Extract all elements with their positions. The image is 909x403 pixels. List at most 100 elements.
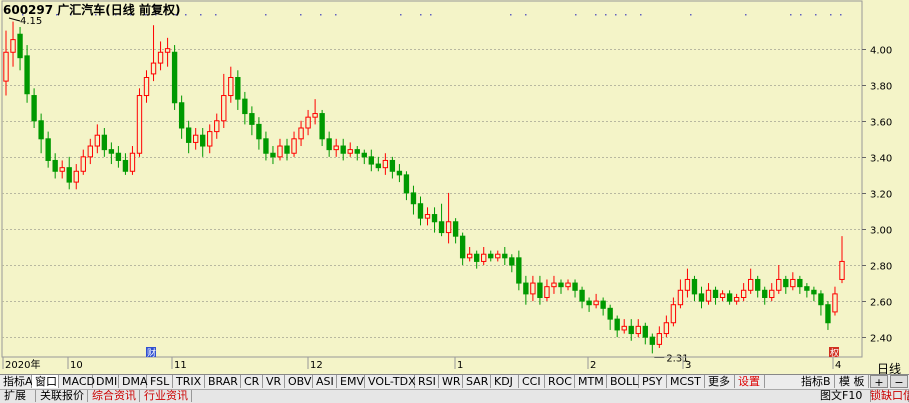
candle-body [839, 260, 845, 280]
candle-body [375, 163, 382, 169]
indicator-tab[interactable]: 更多 [705, 375, 735, 388]
y-tick-label: 2.40 [870, 334, 892, 345]
candle-body [256, 123, 262, 140]
indicator-tab[interactable]: MTM [575, 375, 607, 388]
high-annotation: 4.15 [20, 16, 42, 27]
indicator-tab[interactable]: WR [439, 375, 463, 388]
indicator-tab[interactable]: DMI [93, 375, 119, 388]
indicator-tab[interactable]: ASI [313, 375, 337, 388]
candle-body [698, 293, 705, 302]
candle [115, 146, 122, 168]
zoom-in-button[interactable]: + [870, 375, 888, 389]
candle [452, 218, 459, 244]
candle-body [740, 289, 747, 298]
event-dot [745, 14, 747, 16]
candle [52, 153, 58, 179]
candle [270, 146, 276, 165]
indicator-tab[interactable]: BOLL [607, 375, 639, 388]
candle-body [389, 159, 396, 172]
candle [698, 286, 705, 309]
candle-body [663, 322, 670, 335]
candle [691, 275, 698, 302]
candle-body [66, 167, 72, 183]
event-dot [95, 14, 97, 16]
f10-tab[interactable]: 图文F10 [816, 390, 871, 402]
info-tab[interactable]: 综合资讯 [88, 390, 140, 402]
indicator-tab[interactable]: EMV [337, 375, 365, 388]
event-dot [575, 14, 577, 16]
candle [87, 138, 93, 165]
event-dot [420, 14, 422, 16]
indicator-tab[interactable]: 指标A [0, 375, 33, 388]
indicator-tab[interactable]: TRIX [173, 375, 205, 388]
indicator-tab[interactable]: BRAR [205, 375, 241, 388]
candle [811, 286, 817, 302]
event-dot [815, 14, 817, 16]
indicator-tab[interactable]: RSI [415, 375, 439, 388]
candle [410, 185, 417, 215]
info-tab[interactable]: 扩展 [0, 390, 36, 402]
candle [382, 153, 389, 175]
indicator-tab[interactable]: CCI [519, 375, 545, 388]
candle-body [424, 214, 431, 219]
candle-body [354, 149, 360, 154]
event-dot [200, 14, 202, 16]
candle [108, 142, 115, 165]
candle [368, 149, 374, 172]
candle-body [811, 289, 817, 295]
indicator-tab[interactable]: FSL [147, 375, 173, 388]
candle-body [544, 286, 550, 298]
candle [228, 66, 234, 103]
indicator-b-tab[interactable]: 指标B [798, 375, 835, 388]
indicator-tab[interactable]: DMA [119, 375, 148, 388]
indicator-tab[interactable]: PSY [639, 375, 667, 388]
candle [284, 138, 290, 161]
candle [298, 120, 304, 147]
candles [3, 21, 845, 354]
zoom-out-button[interactable]: − [890, 375, 908, 389]
candle [10, 21, 16, 67]
candle [164, 37, 171, 67]
x-tick-label: 3 [685, 360, 691, 371]
candle-body [52, 159, 58, 172]
candle-body [677, 289, 684, 306]
period-label[interactable]: 日线 [876, 362, 901, 376]
candle-body [150, 62, 157, 75]
candle-body [832, 293, 838, 313]
indicator-tab[interactable]: OBV [285, 375, 313, 388]
candle [839, 236, 845, 284]
indicator-tab[interactable]: MCST [667, 375, 705, 388]
candlestick-chart[interactable]: 4.00 3.80 3.60 3.40 3.20 3.00 2.80 2.60 2.40 4.15… [0, 0, 909, 374]
indicator-tab[interactable]: SAR [463, 375, 491, 388]
indicator-tab[interactable]: ROC [545, 375, 575, 388]
candle [59, 160, 65, 179]
event-dot [215, 14, 217, 16]
template-tab[interactable]: 模 板 [836, 375, 869, 388]
indicator-tab[interactable]: VOL-TDX [365, 375, 416, 388]
candle [586, 297, 592, 312]
candle-body [712, 289, 719, 298]
lock-gap-tab[interactable]: 锁缺口信 [866, 390, 909, 402]
indicator-tab[interactable]: CR [241, 375, 263, 388]
indicator-tab[interactable]: 设置 [735, 375, 765, 388]
candle [733, 293, 740, 305]
rights-marker: 权 [830, 347, 839, 359]
indicator-tab[interactable]: VR [263, 375, 285, 388]
candle-body [445, 221, 452, 234]
y-tick-label: 3.60 [870, 118, 892, 129]
candle [509, 254, 515, 273]
candle-body [249, 113, 255, 125]
low-annotation: 2.31 [666, 353, 688, 364]
event-dot [335, 14, 337, 16]
indicator-tab[interactable]: MACD [59, 375, 95, 388]
event-dot [175, 14, 177, 16]
info-tab[interactable]: 行业资讯 [140, 390, 192, 402]
candle [94, 124, 101, 154]
candle [551, 275, 557, 294]
candle-body [312, 113, 318, 118]
candle [572, 279, 578, 298]
info-tab[interactable]: 关联报价 [36, 390, 88, 402]
y-tick-label: 3.40 [870, 154, 892, 165]
indicator-tab[interactable]: KDJ [491, 375, 519, 388]
indicator-tab[interactable]: 窗口 [32, 375, 59, 388]
